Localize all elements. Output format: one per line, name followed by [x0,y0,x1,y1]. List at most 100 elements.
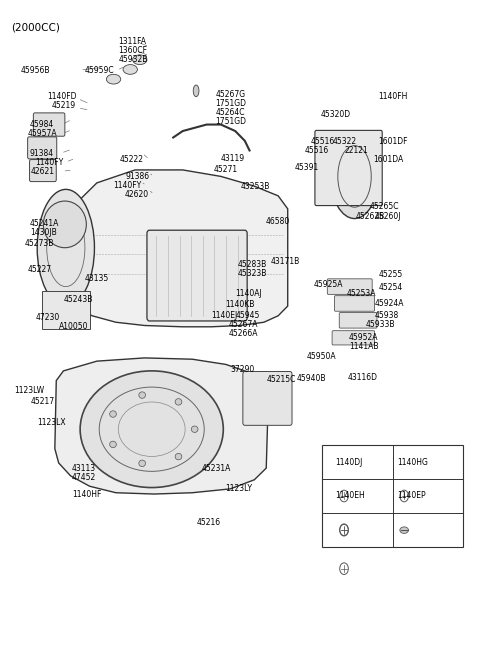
FancyBboxPatch shape [243,372,292,425]
Ellipse shape [175,453,182,460]
Text: 45938: 45938 [374,311,399,320]
Text: 1141AB: 1141AB [349,342,378,351]
Text: 43116D: 43116D [348,373,378,382]
Text: 45957A: 45957A [28,129,57,138]
FancyBboxPatch shape [30,159,56,182]
Polygon shape [71,170,288,327]
Text: A10050: A10050 [59,322,88,331]
Text: 47230: 47230 [36,313,60,322]
Text: 45940B: 45940B [296,374,326,383]
Text: 45323B: 45323B [237,269,266,278]
Ellipse shape [132,55,147,64]
Text: 1123LY: 1123LY [225,484,252,493]
Text: 1751GD: 1751GD [215,117,246,126]
Text: 1751GD: 1751GD [215,100,246,108]
Text: 45254: 45254 [378,283,403,292]
Ellipse shape [139,460,145,467]
Text: 91386: 91386 [125,172,150,181]
Text: 45933B: 45933B [366,320,396,329]
Text: 22121: 22121 [344,146,368,155]
FancyBboxPatch shape [42,291,90,329]
Text: 1140HF: 1140HF [72,490,101,499]
Text: 1311FA: 1311FA [118,37,146,46]
Text: 45516: 45516 [311,137,335,146]
Text: 45271: 45271 [214,165,238,174]
Text: 43171B: 43171B [271,258,300,266]
Bar [322,445,463,547]
Text: 1140FY: 1140FY [35,158,63,167]
Text: 45253A: 45253A [347,288,376,298]
Text: 45243B: 45243B [63,295,93,304]
Text: 45260J: 45260J [374,212,401,221]
Text: 1140FY: 1140FY [114,181,142,190]
Text: 45216: 45216 [197,518,221,527]
Ellipse shape [109,411,116,417]
Text: 45516: 45516 [305,146,329,155]
Text: 43119: 43119 [221,154,245,163]
Text: 43253B: 43253B [241,182,270,191]
Text: 1140HG: 1140HG [397,458,428,467]
Ellipse shape [139,392,145,398]
FancyBboxPatch shape [147,230,247,321]
Text: 45222: 45222 [120,155,144,164]
FancyBboxPatch shape [28,137,57,159]
FancyBboxPatch shape [327,279,372,294]
Text: 1140AJ: 1140AJ [235,288,262,298]
Text: 43113: 43113 [72,464,96,473]
Text: 45959C: 45959C [85,66,115,75]
Text: 45255: 45255 [378,270,403,279]
Text: 45945: 45945 [235,311,260,320]
Text: 45273B: 45273B [24,240,54,248]
Text: 45952A: 45952A [349,333,378,342]
Ellipse shape [107,74,120,84]
Text: 1601DA: 1601DA [373,155,404,164]
Text: 45217: 45217 [31,398,55,406]
Ellipse shape [43,201,86,248]
Text: 43135: 43135 [85,274,109,283]
Text: 45924A: 45924A [374,299,404,308]
Text: 1140DJ: 1140DJ [336,458,363,467]
FancyBboxPatch shape [339,312,377,328]
Text: (2000CC): (2000CC) [11,22,60,32]
Text: 45266A: 45266A [228,329,258,338]
FancyBboxPatch shape [315,130,382,206]
Ellipse shape [193,85,199,97]
Text: 45950A: 45950A [307,352,336,361]
Ellipse shape [175,398,182,405]
Text: 42621: 42621 [31,167,55,176]
Ellipse shape [123,64,137,74]
Ellipse shape [80,371,223,488]
Text: 1430JB: 1430JB [30,228,57,237]
Text: 45219: 45219 [51,101,76,109]
Text: 45925A: 45925A [314,279,344,288]
Text: 1140EJ: 1140EJ [211,311,238,320]
Text: 45984: 45984 [30,120,54,129]
Text: 45241A: 45241A [30,219,60,228]
Text: 45320D: 45320D [320,109,350,118]
Text: 1140KB: 1140KB [225,299,254,309]
Ellipse shape [192,426,198,432]
Text: 45322: 45322 [333,137,357,146]
Text: 45262B: 45262B [356,212,385,221]
Text: 47452: 47452 [72,473,96,482]
Text: 45264C: 45264C [215,108,245,117]
Ellipse shape [109,441,116,448]
Text: 1140FD: 1140FD [47,92,76,100]
Text: 45391: 45391 [294,163,319,172]
Ellipse shape [37,189,95,306]
Text: 45231A: 45231A [202,464,231,473]
Text: 37290: 37290 [230,365,255,374]
Polygon shape [55,358,269,494]
Text: 1360CF: 1360CF [118,46,147,55]
Text: 1140EP: 1140EP [397,492,426,501]
Text: 46580: 46580 [265,217,289,227]
Text: 1123LX: 1123LX [37,418,66,427]
Text: 1601DF: 1601DF [378,137,408,146]
FancyBboxPatch shape [34,113,65,136]
FancyBboxPatch shape [332,331,374,345]
Text: 45227: 45227 [28,265,52,274]
Text: 45932B: 45932B [118,55,148,64]
FancyBboxPatch shape [335,296,374,311]
Text: 1123LW: 1123LW [14,386,44,395]
Text: 91384: 91384 [29,148,53,158]
